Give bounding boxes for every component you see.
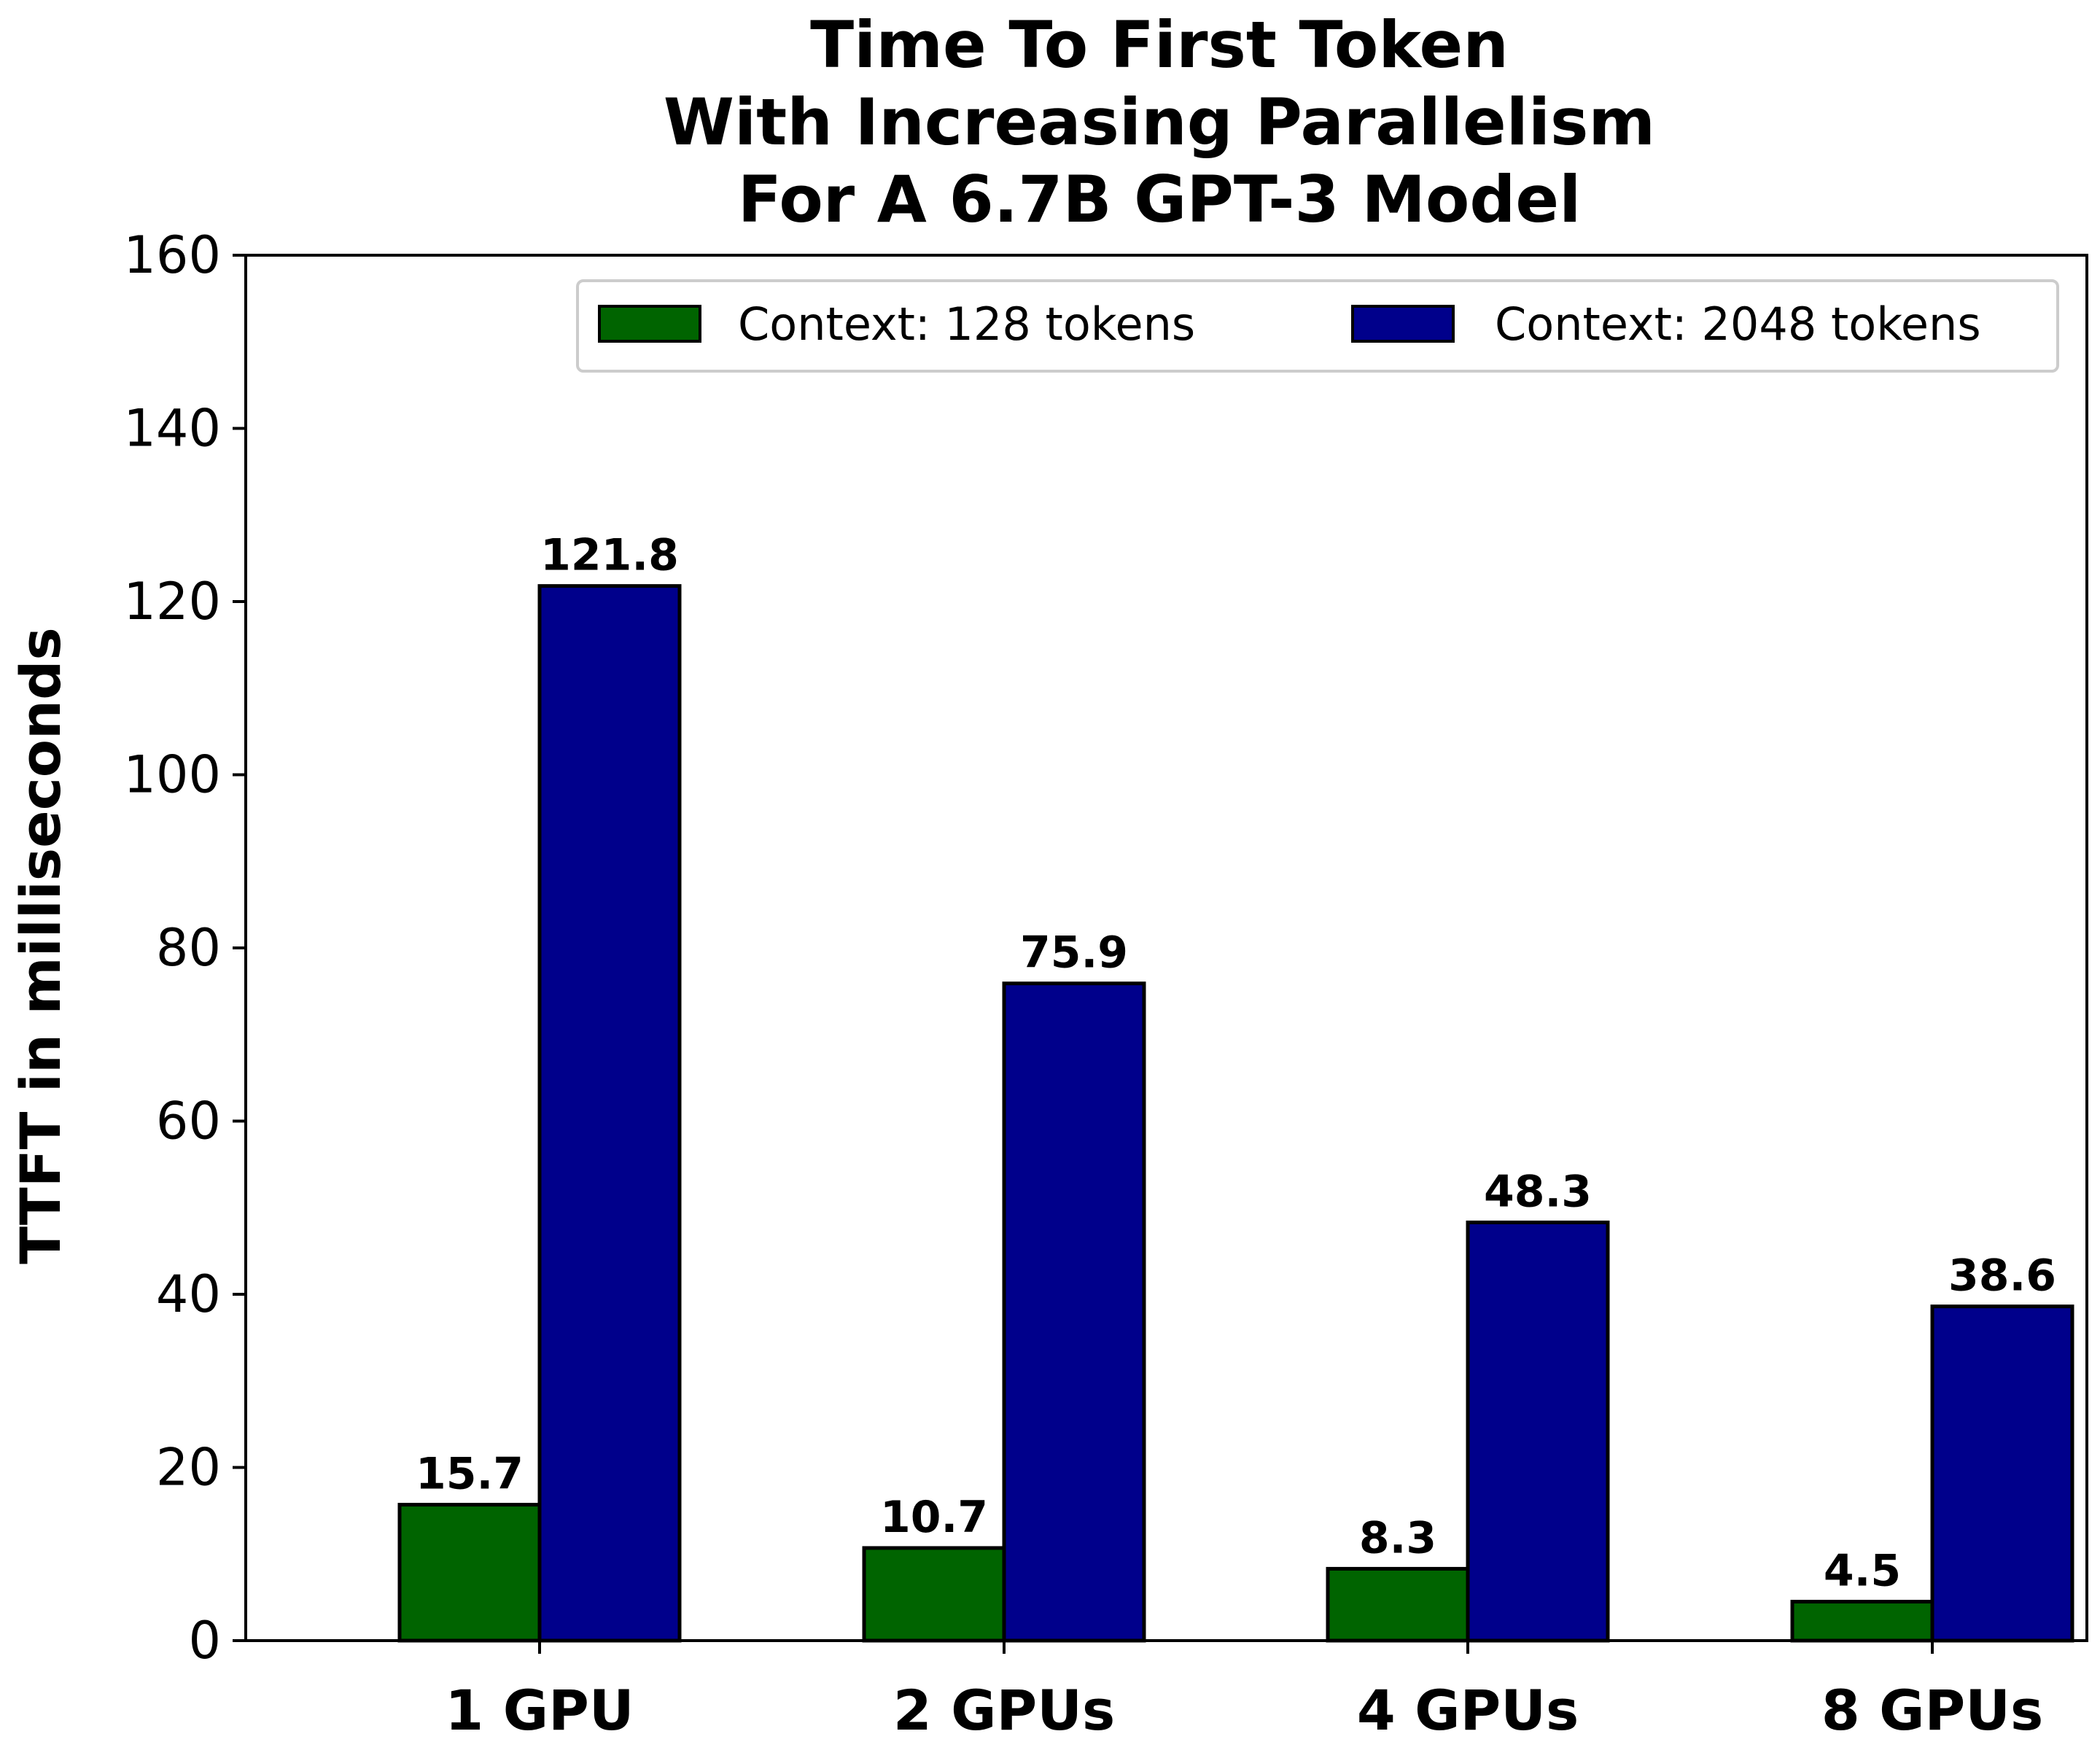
bar-context-128 [1790,1600,1934,1643]
bar-value-label: 4.5 [1824,1546,1901,1597]
chart-title: Time To First Token With Increasing Para… [664,7,1655,237]
bar-value-label: 48.3 [1484,1166,1592,1217]
x-tick-label: 1 GPU [445,1678,634,1743]
y-tick-label: 20 [156,1438,221,1498]
legend: Context: 128 tokens Context: 2048 tokens [576,279,2059,373]
y-tick-label: 60 [156,1092,221,1151]
y-tick-label: 0 [188,1611,221,1671]
bar-context-2048 [1002,981,1146,1643]
bar-value-label: 15.7 [416,1449,524,1500]
x-tick-label: 4 GPUs [1357,1678,1579,1743]
data-labels: 15.7 121.8 10.7 75.9 8.3 48.3 4.5 38.6 [416,530,2056,1597]
y-tick-label: 140 [123,399,221,459]
legend-box [576,279,2059,373]
bar-value-label: 121.8 [540,530,679,581]
plot-frame [244,254,2088,1642]
bar-context-128 [397,1503,542,1643]
x-axis-ticks: 1 GPU 2 GPUs 4 GPUs 8 GPUs [445,1641,2043,1743]
bar-context-128 [862,1546,1006,1643]
bars [397,584,2074,1643]
y-tick-label: 100 [123,745,221,805]
y-axis-ticks: 0 20 40 60 80 100 120 140 160 [123,225,246,1671]
bar-value-label: 38.6 [1948,1251,2056,1302]
bar-context-128 [1326,1566,1470,1643]
chart-title-line-3: For A 6.7B GPT-3 Model [738,162,1581,237]
bar-context-2048 [1930,1304,2074,1643]
x-tick-label: 8 GPUs [1821,1678,2043,1743]
y-tick-label: 40 [156,1264,221,1324]
bar-value-label: 8.3 [1359,1512,1436,1563]
chart-title-line-1: Time To First Token [810,7,1509,82]
chart-title-line-2: With Increasing Parallelism [664,85,1655,160]
x-tick-label: 2 GPUs [893,1678,1115,1743]
bar-context-2048 [537,584,682,1643]
legend-label: Context: 2048 tokens [1495,298,1981,351]
bar-value-label: 10.7 [880,1492,988,1543]
legend-swatch [598,305,701,343]
y-axis-label: TTFT in milliseconds [8,627,73,1264]
y-tick-label: 120 [123,572,221,631]
y-tick-label: 80 [156,918,221,978]
y-tick-label: 160 [123,225,221,285]
legend-label: Context: 128 tokens [738,298,1195,351]
legend-swatch [1351,305,1455,343]
bar-value-label: 75.9 [1020,928,1128,979]
bar-context-2048 [1466,1220,1610,1643]
